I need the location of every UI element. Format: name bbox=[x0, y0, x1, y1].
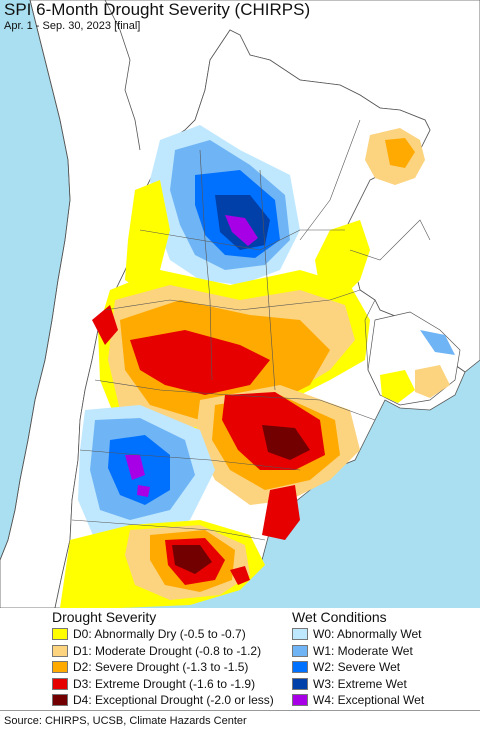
legend-label-w0: W0: Abnormally Wet bbox=[313, 627, 422, 642]
swatch-d4 bbox=[52, 694, 68, 707]
area-d1-uruguay bbox=[415, 365, 450, 398]
legend-item-d2: D2: Severe Drought (-1.3 to -1.5) bbox=[52, 659, 274, 676]
area-d2-northeast bbox=[385, 138, 415, 168]
swatch-d2 bbox=[52, 661, 68, 674]
legend-wet: Wet Conditions W0: Abnormally Wet W1: Mo… bbox=[292, 608, 424, 709]
area-w4-patagonia-2 bbox=[137, 485, 150, 497]
legend-label-d4: D4: Exceptional Drought (-2.0 or less) bbox=[73, 693, 274, 708]
area-d3-coast bbox=[262, 485, 300, 540]
legend-label-d2: D2: Severe Drought (-1.3 to -1.5) bbox=[73, 660, 249, 675]
legend-label-d3: D3: Extreme Drought (-1.6 to -1.9) bbox=[73, 676, 256, 691]
swatch-w1 bbox=[292, 644, 308, 657]
area-w4-patagonia bbox=[125, 455, 145, 480]
swatch-d0 bbox=[52, 628, 68, 641]
legend-item-w1: W1: Moderate Wet bbox=[292, 643, 424, 660]
map-title: SPI 6-Month Drought Severity (CHIRPS) bbox=[4, 0, 311, 19]
area-w4-northwest bbox=[225, 215, 258, 246]
swatch-w2 bbox=[292, 661, 308, 674]
area-d0-uruguay bbox=[380, 370, 415, 403]
legend-item-d0: D0: Abnormally Dry (-0.5 to -0.7) bbox=[52, 626, 274, 643]
map-subtitle: Apr. 1 - Sep. 30, 2023 [final] bbox=[4, 20, 141, 32]
legend-drought-heading: Drought Severity bbox=[52, 609, 157, 625]
andes-border bbox=[104, 0, 141, 151]
legend-item-w4: W4: Exceptional Wet bbox=[292, 692, 424, 709]
swatch-d3 bbox=[52, 677, 68, 690]
swatch-w0 bbox=[292, 628, 308, 641]
swatch-w4 bbox=[292, 694, 308, 707]
legend-label-w2: W2: Severe Wet bbox=[313, 660, 401, 675]
footer: Source: CHIRPS, UCSB, Climate Hazards Ce… bbox=[0, 710, 480, 731]
area-d4-south bbox=[172, 545, 212, 574]
legend-item-w0: W0: Abnormally Wet bbox=[292, 626, 424, 643]
swatch-w3 bbox=[292, 677, 308, 690]
drought-map bbox=[0, 0, 480, 608]
area-d3-peninsula bbox=[230, 566, 250, 585]
legend-wet-heading: Wet Conditions bbox=[292, 609, 387, 625]
legend-label-w1: W1: Moderate Wet bbox=[313, 643, 413, 658]
legend-label-d0: D0: Abnormally Dry (-0.5 to -0.7) bbox=[73, 627, 246, 642]
area-d4-pampas bbox=[262, 425, 310, 460]
legend-item-w3: W3: Extreme Wet bbox=[292, 676, 424, 693]
legend-item-d4: D4: Exceptional Drought (-2.0 or less) bbox=[52, 692, 274, 709]
legend-label-w3: W3: Extreme Wet bbox=[313, 676, 407, 691]
area-w1-uruguay bbox=[420, 330, 455, 355]
legend-item-d3: D3: Extreme Drought (-1.6 to -1.9) bbox=[52, 676, 274, 693]
legend-item-d1: D1: Moderate Drought (-0.8 to -1.2) bbox=[52, 643, 274, 660]
legend: Drought Severity D0: Abnormally Dry (-0.… bbox=[0, 608, 480, 710]
swatch-d1 bbox=[52, 644, 68, 657]
area-d3-central bbox=[130, 330, 270, 395]
legend-item-w2: W2: Severe Wet bbox=[292, 659, 424, 676]
legend-label-w4: W4: Exceptional Wet bbox=[313, 693, 425, 708]
legend-label-d1: D1: Moderate Drought (-0.8 to -1.2) bbox=[73, 643, 262, 658]
chile-coast-line bbox=[0, 0, 71, 561]
province-borders bbox=[71, 119, 431, 541]
legend-drought: Drought Severity D0: Abnormally Dry (-0.… bbox=[52, 608, 274, 709]
source-credit: Source: CHIRPS, UCSB, Climate Hazards Ce… bbox=[4, 715, 247, 727]
area-d0-northwest bbox=[125, 180, 170, 290]
area-d3-west-edge bbox=[92, 305, 118, 345]
